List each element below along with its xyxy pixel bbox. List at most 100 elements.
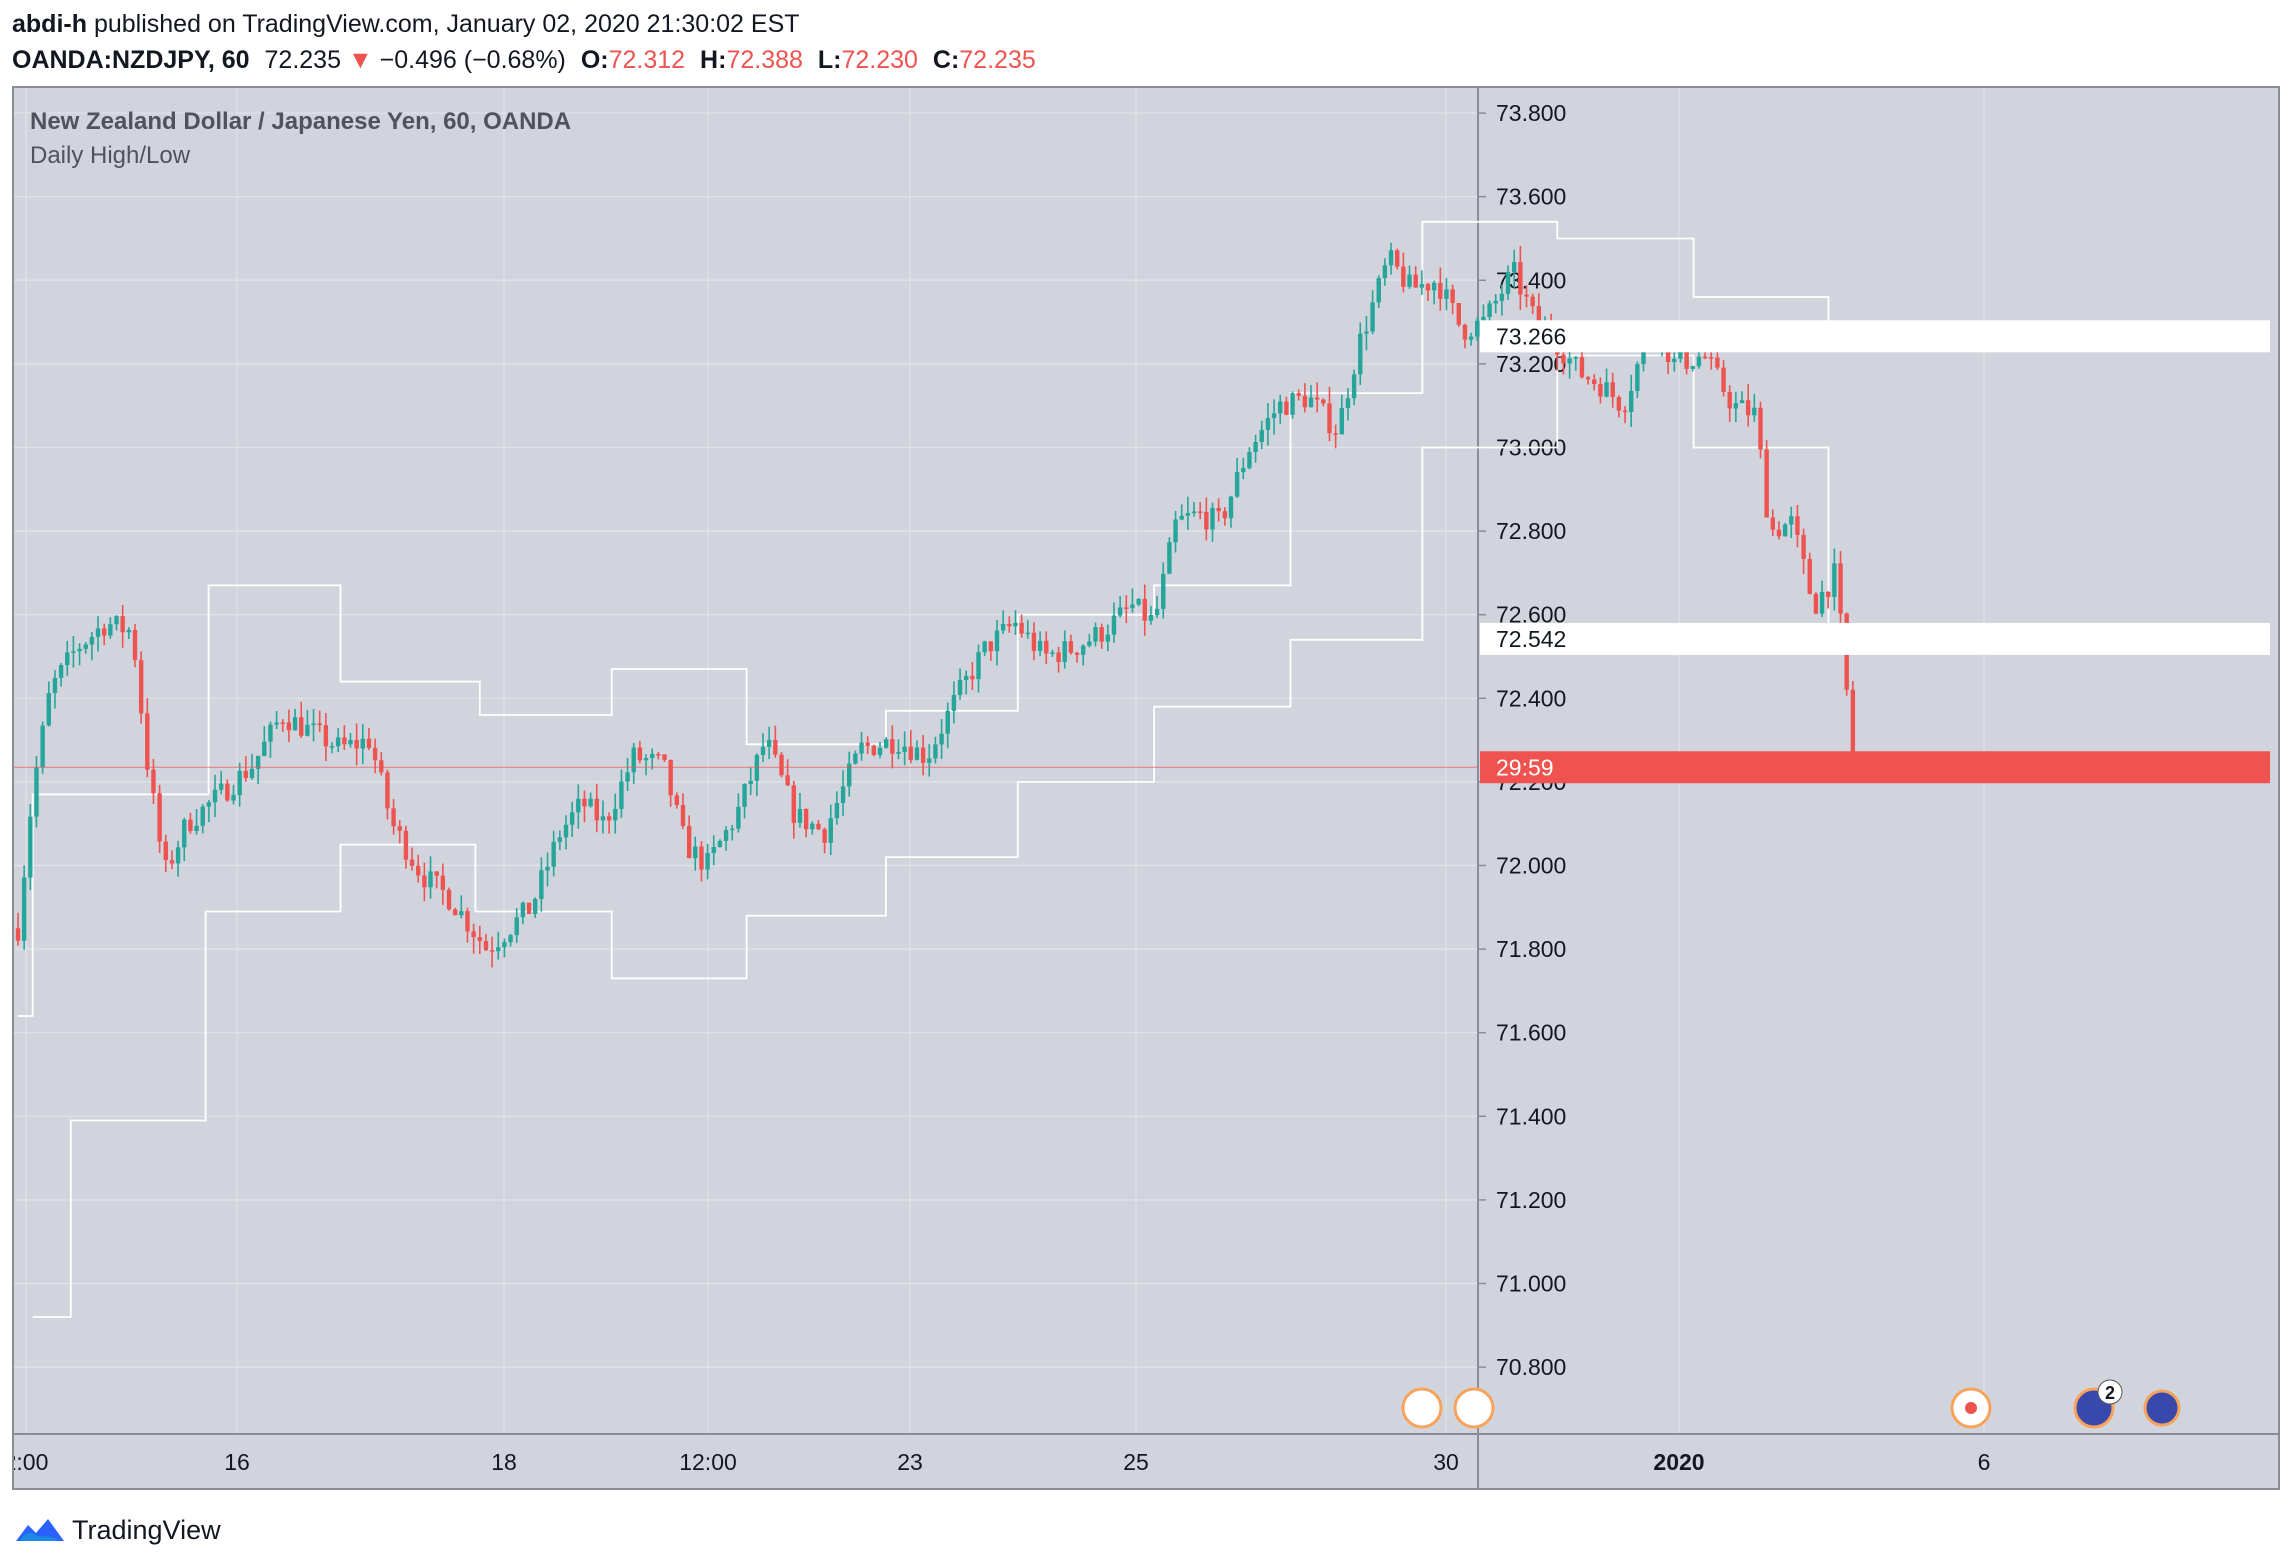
candle-body (366, 738, 372, 748)
candle-body (163, 841, 168, 861)
candle-body (1308, 397, 1314, 408)
candle-body (822, 829, 827, 843)
candle-body (1321, 399, 1326, 404)
candle-body (649, 754, 655, 759)
candle-body (329, 746, 335, 748)
candle-body (1678, 351, 1683, 359)
candle-body (1111, 615, 1117, 635)
candle-body (723, 830, 729, 841)
candle-body (1628, 390, 1634, 413)
candle-body (914, 747, 920, 760)
candle-body (1561, 354, 1566, 364)
candle-body (1776, 529, 1782, 537)
candle-body (1536, 306, 1542, 327)
candle-body (1037, 640, 1043, 651)
price-tick-label: 71.800 (1496, 936, 1566, 962)
candle-body (1154, 608, 1160, 615)
candle-body (730, 828, 735, 831)
candle-body (1050, 652, 1055, 654)
time-tick-label: 6 (1978, 1449, 1991, 1475)
time-tick-label: 2020 (1653, 1449, 1704, 1475)
candle-body (896, 752, 901, 754)
candle-body (477, 937, 482, 942)
price-label-text: 72.542 (1496, 626, 1566, 652)
candle-body (674, 795, 680, 805)
candle-body (1395, 250, 1400, 267)
chart-panel[interactable]: 73.800 73.600 73.400 73.200 73.000 72.800 72.6… (12, 86, 2280, 1490)
candle-body (957, 679, 963, 695)
candle-body (1290, 393, 1295, 415)
candle-body (169, 860, 175, 864)
candle-body (1167, 542, 1172, 574)
candle-body (920, 747, 926, 763)
candle-body (1431, 282, 1437, 291)
high-value: 72.388 (726, 46, 803, 74)
candle-body (637, 747, 643, 761)
time-tick-label: 12:00 (679, 1449, 737, 1475)
candle-body (1327, 403, 1332, 434)
price-tick-label: 73.200 (1496, 351, 1566, 377)
candle-body (1696, 356, 1702, 367)
candle-body (785, 775, 790, 786)
candle-body (1234, 472, 1240, 497)
candle-body (1130, 604, 1135, 609)
candle-body (465, 911, 470, 932)
price-chart[interactable]: 73.80073.60073.40073.20073.00072.80072.6… (14, 88, 2278, 1488)
candle-body (1382, 265, 1388, 279)
candle-body (126, 629, 132, 633)
price-change: −0.496 (−0.68%) (379, 46, 566, 74)
price-tick-label: 72.000 (1496, 853, 1566, 879)
candle-body (662, 754, 667, 760)
candle-body (1567, 358, 1572, 364)
chart-legend-title: New Zealand Dollar / Japanese Yen, 60, O… (30, 108, 572, 135)
candle-body (212, 789, 218, 803)
candle-body (1136, 598, 1141, 605)
publish-info: abdi-h published on TradingView.com, Jan… (12, 6, 800, 42)
candle-body (1161, 573, 1166, 609)
candle-body (791, 785, 797, 823)
candle-body (286, 722, 292, 731)
candle-body (1401, 266, 1406, 287)
candle-body (545, 866, 550, 871)
candle-body (1807, 558, 1812, 594)
candle-body (446, 889, 452, 910)
price-tick-label: 71.200 (1496, 1187, 1566, 1213)
candle-body (194, 825, 199, 832)
close-value: 72.235 (959, 46, 1036, 74)
candle-body (452, 909, 458, 916)
price-tick-label: 71.600 (1496, 1020, 1566, 1046)
candle-body (428, 871, 433, 888)
event-count-badge (2097, 1379, 2123, 1405)
time-tick-label: 2:00 (14, 1449, 48, 1475)
candle-body (859, 742, 864, 754)
flag-event-icon (1453, 1387, 1495, 1429)
candle-body (1462, 324, 1468, 340)
candle-body (1826, 591, 1831, 597)
candle-body (1407, 274, 1412, 287)
candle-body (108, 624, 113, 636)
price-tick-label: 71.400 (1496, 1103, 1566, 1129)
candle-body (717, 840, 723, 848)
candle-body (1284, 401, 1289, 415)
candle-body (114, 616, 119, 625)
candle-body (520, 902, 526, 918)
candle-body (711, 847, 716, 854)
candle-body (255, 755, 261, 769)
candle-body (1056, 652, 1061, 662)
footer-brand-name: TradingView (72, 1514, 221, 1545)
candle-body (1511, 262, 1517, 273)
author-name[interactable]: abdi-h (12, 10, 87, 38)
candle-body (1370, 302, 1375, 332)
candle-body (508, 935, 513, 943)
candle-body (1019, 622, 1024, 634)
footer-brand[interactable]: TradingView (14, 1510, 221, 1550)
candle-body (483, 941, 489, 951)
candle-body (588, 798, 593, 807)
candle-body (526, 902, 532, 914)
candle-body (1505, 272, 1511, 294)
candle-body (15, 928, 21, 941)
indicator-legend[interactable]: Daily High/Low (30, 142, 191, 169)
candle-body (569, 812, 575, 825)
candle-body (1795, 516, 1800, 535)
price-label-box (1480, 320, 2270, 353)
